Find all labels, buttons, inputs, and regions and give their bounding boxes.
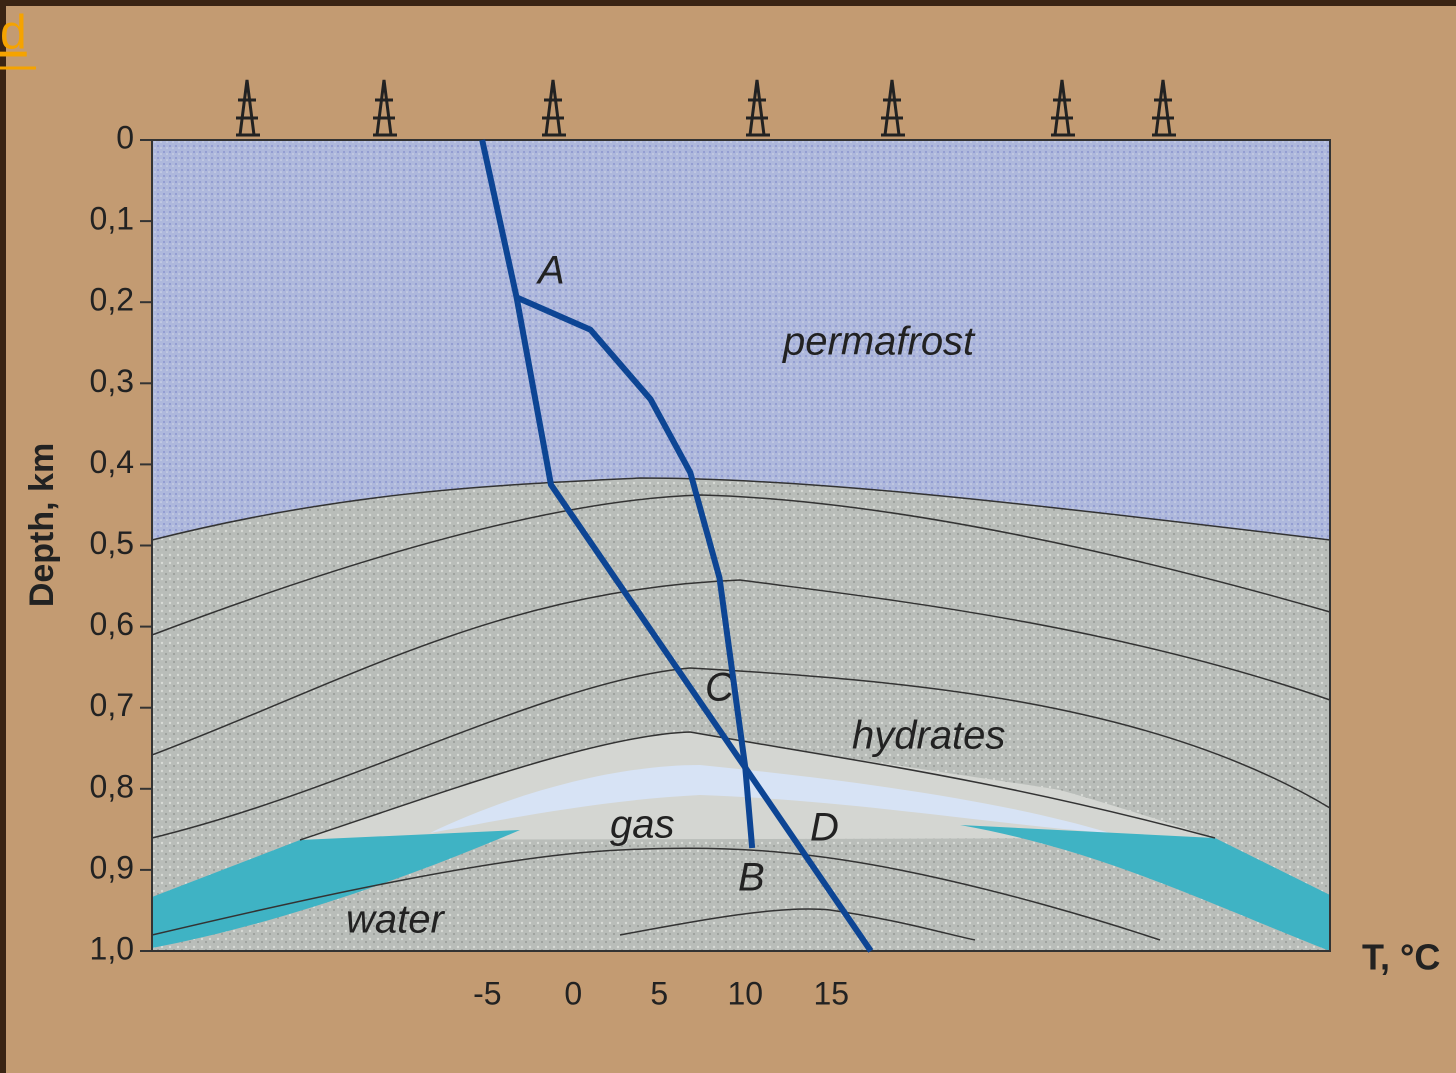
page: d A B C D permafrost hydrates gas water bbox=[0, 0, 1456, 1073]
x-tick-label: 5 bbox=[650, 975, 668, 1011]
annotation: water bbox=[346, 898, 445, 942]
y-tick-label: 0,1 bbox=[90, 201, 134, 237]
y-tick-label: 0,5 bbox=[90, 525, 134, 561]
y-tick-label: 0,9 bbox=[90, 849, 134, 885]
chart: d A B C D permafrost hydrates gas water bbox=[0, 0, 1456, 1073]
annotation: A bbox=[536, 249, 565, 293]
x-tick-label: 15 bbox=[813, 975, 849, 1011]
x-tick-label: -5 bbox=[473, 975, 501, 1011]
annotation: D bbox=[810, 806, 839, 850]
y-axis-label: Depth, km bbox=[23, 443, 61, 607]
annotation: hydrates bbox=[852, 714, 1005, 758]
corner-label: d bbox=[0, 7, 27, 60]
x-axis-label: T, °C bbox=[1362, 937, 1440, 978]
y-tick-label: 0,7 bbox=[90, 687, 134, 723]
y-tick-label: 0,8 bbox=[90, 768, 134, 804]
x-tick-label: 10 bbox=[728, 975, 764, 1011]
annotation: B bbox=[738, 856, 765, 900]
x-tick-label: 0 bbox=[564, 975, 582, 1011]
y-tick-label: 0 bbox=[116, 119, 134, 155]
y-tick-label: 0,2 bbox=[90, 282, 134, 318]
y-tick-label: 0,3 bbox=[90, 363, 134, 399]
y-tick-label: 0,4 bbox=[90, 444, 134, 480]
annotation: gas bbox=[610, 803, 675, 847]
y-tick-label: 0,6 bbox=[90, 606, 134, 642]
geology bbox=[152, 140, 1330, 951]
y-tick-label: 1,0 bbox=[90, 930, 134, 966]
annotation: permafrost bbox=[782, 320, 976, 364]
